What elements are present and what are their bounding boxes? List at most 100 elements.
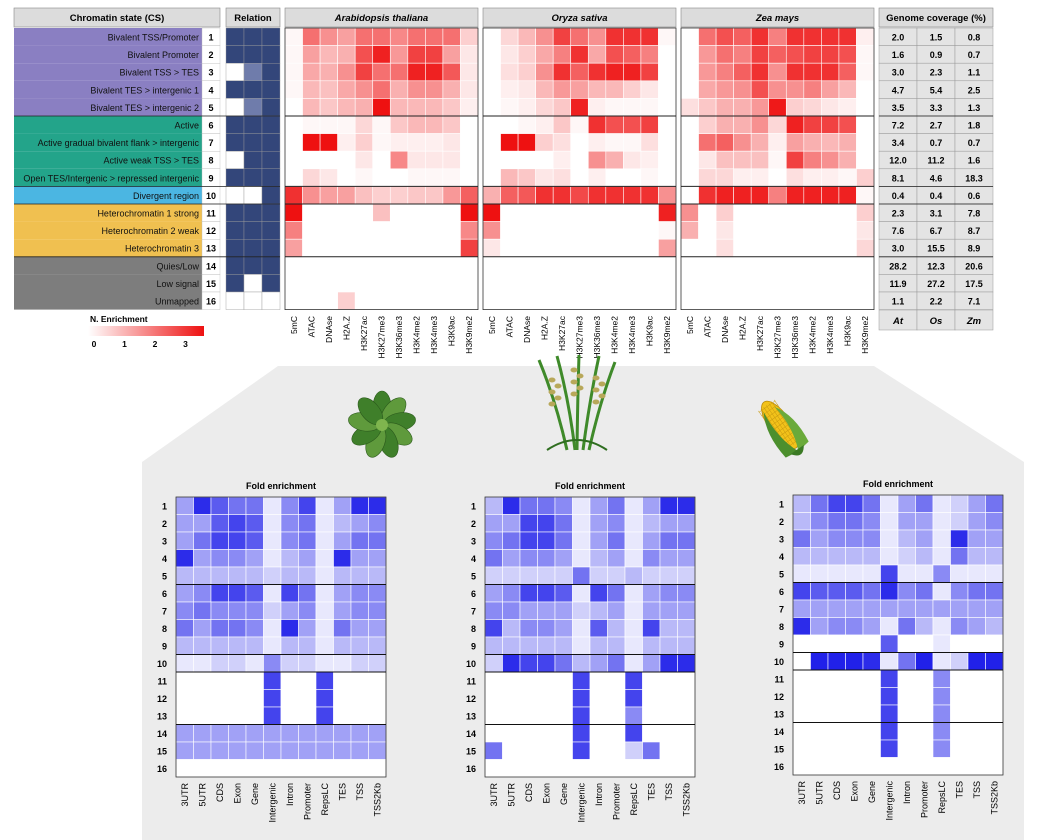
heatmap-cell — [915, 564, 934, 583]
row-label: 4 — [162, 554, 167, 564]
heatmap-cell — [460, 62, 479, 82]
heatmap-cell — [715, 203, 734, 222]
heatmap-cell — [932, 652, 951, 671]
heatmap-cell — [302, 274, 321, 293]
heatmap-cell — [484, 566, 503, 585]
heatmap-cell — [482, 203, 501, 222]
heatmap-cell — [482, 221, 501, 240]
heatmap-cell — [680, 27, 699, 46]
heatmap-cell — [589, 531, 608, 550]
heatmap-cell — [517, 186, 536, 205]
heatmap-cell — [517, 274, 536, 293]
heatmap-cell — [333, 619, 352, 638]
state-label-bg — [14, 98, 202, 116]
heatmap-cell — [985, 512, 1004, 531]
heatmap-cell — [845, 547, 864, 566]
heatmap-cell — [319, 221, 338, 240]
heatmap-cell — [210, 566, 229, 585]
row-label: 9 — [779, 640, 784, 650]
header-genome-coverage: Genome coverage (%) — [886, 13, 986, 24]
heatmap-cell — [768, 186, 787, 205]
coverage-value: 0.8 — [968, 33, 981, 43]
row-label: 3 — [162, 537, 167, 547]
state-label-bg — [14, 116, 202, 134]
coverage-label-bg — [954, 309, 994, 331]
heatmap-cell — [298, 566, 317, 585]
heatmap-cell — [175, 584, 194, 603]
heatmap-cell — [284, 238, 303, 258]
heatmap-cell — [827, 547, 846, 566]
heatmap-cell — [210, 741, 229, 760]
row-label: 8 — [162, 624, 167, 634]
heatmap-cell — [587, 291, 607, 310]
heatmap-cell — [552, 98, 572, 117]
heatmap-cell — [821, 256, 840, 275]
heatmap-cell — [572, 619, 591, 638]
heatmap-cell — [607, 759, 626, 778]
heatmap-cell — [680, 238, 699, 258]
heatmap-cell — [897, 529, 916, 548]
heatmap-cell — [915, 582, 934, 601]
heatmap-cell — [372, 203, 391, 222]
heatmap-cell — [284, 221, 303, 240]
heatmap-cell — [659, 724, 678, 743]
relation-cell — [243, 274, 263, 293]
heatmap-cell — [845, 494, 864, 513]
heatmap-cell — [572, 514, 591, 533]
heatmap-cell — [607, 496, 626, 515]
coverage-value: 8.9 — [968, 244, 981, 254]
heatmap-cell — [659, 584, 678, 603]
heatmap-cell — [263, 601, 282, 620]
state-number: 10 — [206, 191, 216, 201]
state-number: 7 — [208, 138, 213, 148]
heatmap-cell — [337, 133, 356, 152]
heatmap-cell — [570, 291, 589, 310]
heatmap-cell — [193, 724, 212, 743]
heatmap-cell — [623, 238, 642, 258]
heatmap-cell — [535, 291, 554, 310]
heatmap-cell — [337, 150, 356, 170]
heatmap-cell — [827, 617, 846, 636]
heatmap-cell — [623, 80, 642, 99]
header-arabidopsis-bg — [284, 7, 479, 28]
heatmap-cell — [245, 636, 264, 655]
feature-tick-label: TES — [646, 783, 656, 801]
heatmap-cell — [193, 619, 212, 638]
heatmap-cell — [589, 689, 608, 708]
rice-grain — [576, 373, 584, 379]
mark-tick-label: H2A.Z — [737, 316, 747, 340]
fold-enrichment-heatmap-0: Fold enrichment123456789101112131415163U… — [157, 481, 387, 823]
heatmap-cell — [792, 634, 811, 653]
row-label: 6 — [779, 587, 784, 597]
heatmap-cell — [368, 636, 387, 655]
heatmap-cell — [537, 531, 556, 550]
heatmap-cell — [856, 80, 875, 99]
heatmap-cell — [985, 547, 1004, 566]
heatmap-cell — [768, 27, 787, 46]
heatmap-cell — [624, 549, 643, 568]
heatmap-cell — [715, 98, 734, 117]
heatmap-cell — [838, 221, 857, 240]
heatmap-cell — [333, 724, 352, 743]
heatmap-cell — [915, 687, 934, 706]
relation-cell — [243, 80, 263, 99]
heatmap-cell — [425, 203, 444, 222]
heatmap-cell — [372, 133, 391, 152]
heatmap-cell — [880, 617, 899, 636]
heatmap-cell — [659, 706, 678, 725]
heatmap-cell — [587, 98, 607, 117]
heatmap-cell — [658, 115, 677, 134]
heatmap-cell — [856, 45, 875, 64]
heatmap-cell — [302, 291, 321, 310]
heatmap-cell — [337, 274, 356, 293]
mark-tick-label: 5mC — [289, 316, 299, 334]
heatmap-cell — [319, 98, 338, 117]
heatmap-cell — [500, 186, 519, 205]
heatmap-cell — [425, 62, 444, 82]
heatmap-cell — [368, 584, 387, 603]
heatmap-cell — [263, 654, 282, 673]
heatmap-cell — [607, 514, 626, 533]
heatmap-cell — [733, 133, 752, 152]
heatmap-cell — [768, 238, 787, 258]
coverage-value: 12.0 — [889, 156, 907, 166]
